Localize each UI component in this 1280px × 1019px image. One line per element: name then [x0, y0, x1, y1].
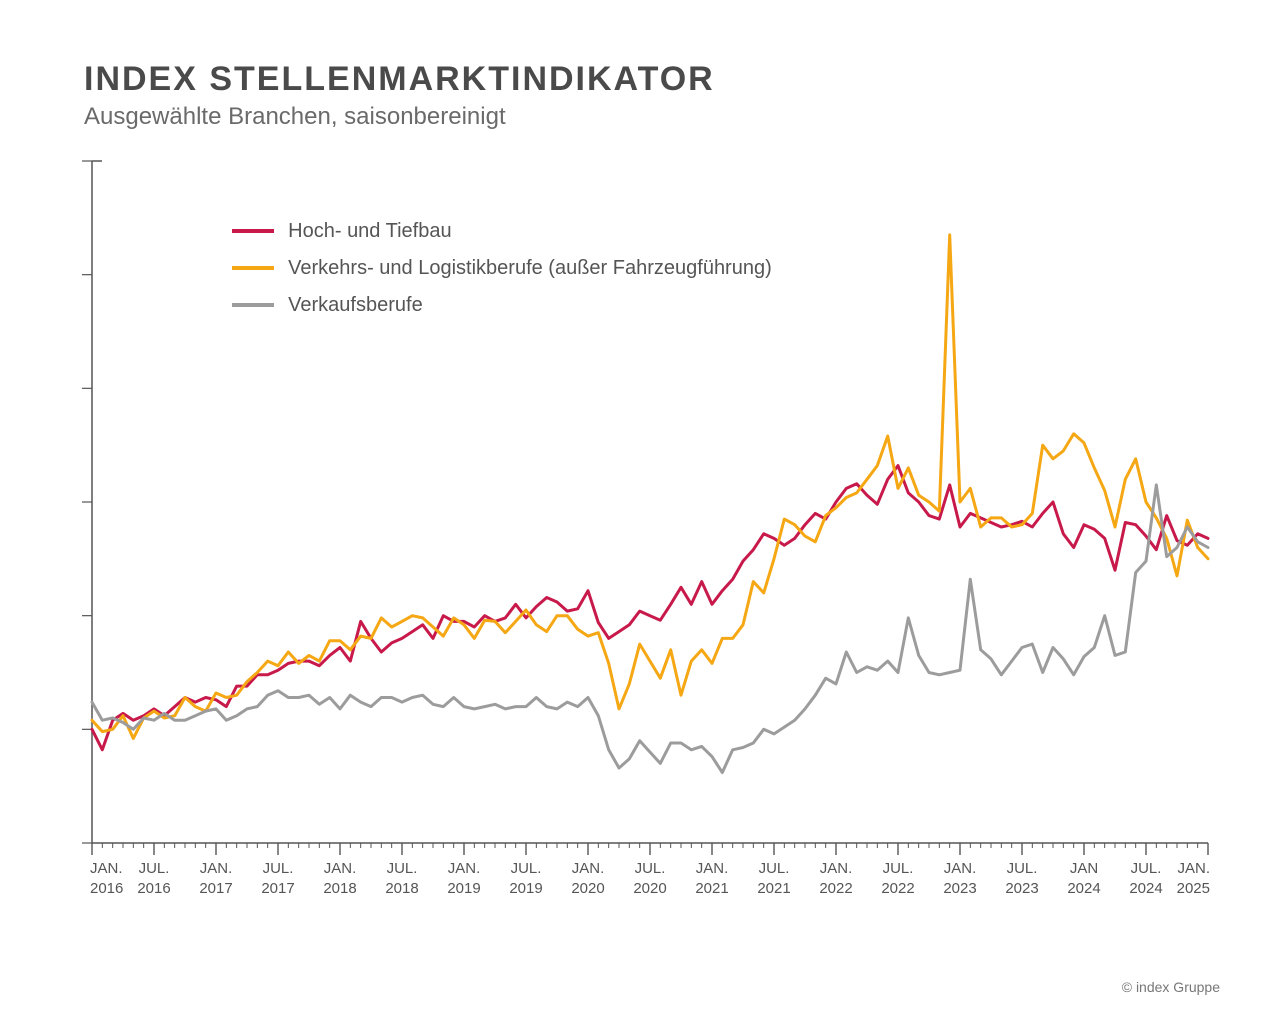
svg-text:2020: 2020 [571, 880, 604, 897]
series-line [92, 485, 1208, 773]
svg-text:JUL.: JUL. [139, 860, 170, 877]
svg-text:2017: 2017 [199, 880, 232, 897]
svg-text:JUL.: JUL. [1007, 860, 1038, 877]
plot-area: 0100200300400500600JAN.2016JUL.2016JAN.2… [78, 155, 1220, 915]
svg-text:2025: 2025 [1177, 880, 1210, 897]
chart-container: INDEX STELLENMARKTINDIKATOR Ausgewählte … [0, 0, 1280, 1019]
svg-text:2017: 2017 [261, 880, 294, 897]
series-line [92, 466, 1208, 750]
svg-text:JAN.: JAN. [820, 860, 853, 877]
svg-text:JAN.: JAN. [572, 860, 605, 877]
svg-text:2016: 2016 [137, 880, 170, 897]
svg-text:2022: 2022 [881, 880, 914, 897]
svg-text:JAN.: JAN. [1177, 860, 1210, 877]
svg-text:2019: 2019 [509, 880, 542, 897]
svg-text:2023: 2023 [1005, 880, 1038, 897]
svg-text:2019: 2019 [447, 880, 480, 897]
svg-text:2022: 2022 [819, 880, 852, 897]
chart-title: INDEX STELLENMARKTINDIKATOR [84, 60, 1220, 99]
svg-text:JUL.: JUL. [759, 860, 790, 877]
legend-label: Hoch- und Tiefbau [288, 220, 451, 243]
svg-text:JUL.: JUL. [263, 860, 294, 877]
svg-text:JAN: JAN [1070, 860, 1098, 877]
svg-text:JUL.: JUL. [511, 860, 542, 877]
chart-subtitle: Ausgewählte Branchen, saisonbereinigt [84, 103, 1220, 131]
svg-text:2018: 2018 [385, 880, 418, 897]
legend-swatch [232, 229, 274, 233]
svg-text:JUL.: JUL. [635, 860, 666, 877]
svg-text:JAN.: JAN. [944, 860, 977, 877]
legend-swatch [232, 266, 274, 270]
svg-text:JUL.: JUL. [883, 860, 914, 877]
legend-item: Verkaufsberufe [232, 294, 772, 317]
legend-swatch [232, 303, 274, 307]
svg-text:2024: 2024 [1129, 880, 1162, 897]
svg-text:2020: 2020 [633, 880, 666, 897]
svg-text:JAN.: JAN. [90, 860, 123, 877]
svg-text:2021: 2021 [757, 880, 790, 897]
legend-label: Verkehrs- und Logistikberufe (außer Fahr… [288, 257, 772, 280]
svg-text:2016: 2016 [90, 880, 123, 897]
svg-text:JAN.: JAN. [448, 860, 481, 877]
svg-text:JAN.: JAN. [324, 860, 357, 877]
svg-text:JAN.: JAN. [200, 860, 233, 877]
copyright-label: © index Gruppe [1122, 979, 1220, 995]
svg-text:JAN.: JAN. [696, 860, 729, 877]
legend-label: Verkaufsberufe [288, 294, 423, 317]
legend-item: Verkehrs- und Logistikberufe (außer Fahr… [232, 257, 772, 280]
svg-text:JUL.: JUL. [1131, 860, 1162, 877]
svg-text:JUL.: JUL. [387, 860, 418, 877]
svg-text:2024: 2024 [1067, 880, 1100, 897]
legend: Hoch- und Tiefbau Verkehrs- und Logistikb… [232, 220, 772, 331]
svg-text:2023: 2023 [943, 880, 976, 897]
legend-item: Hoch- und Tiefbau [232, 220, 772, 243]
svg-text:2018: 2018 [323, 880, 356, 897]
svg-text:2021: 2021 [695, 880, 728, 897]
